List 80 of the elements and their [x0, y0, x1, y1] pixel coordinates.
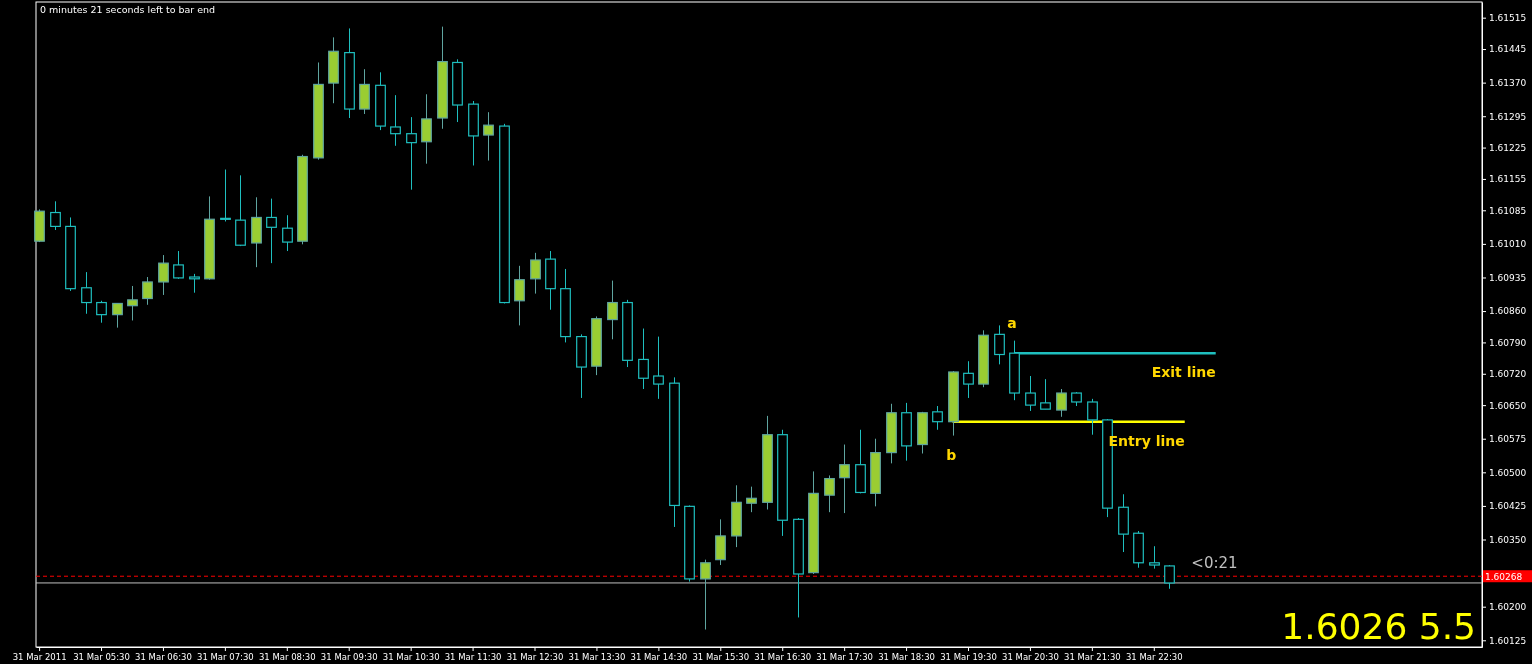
candlestick	[127, 285, 138, 321]
candlestick	[1149, 545, 1160, 570]
candlestick	[189, 273, 200, 294]
x-tick-label: 31 Mar 11:30	[444, 652, 502, 663]
annotation: a	[1007, 314, 1017, 331]
y-tick-label: 1.60575	[1489, 434, 1527, 445]
candlestick	[406, 116, 417, 191]
candlestick	[1056, 388, 1067, 418]
candlestick	[282, 214, 293, 252]
candlestick	[112, 302, 123, 329]
x-tick-label: 31 Mar 06:30	[135, 652, 192, 663]
x-tick-label: 31 Mar 09:30	[320, 652, 378, 663]
candlestick	[1040, 378, 1051, 410]
candlestick	[220, 169, 231, 222]
candlestick	[81, 271, 92, 315]
candlestick	[514, 265, 525, 326]
candlestick	[142, 276, 153, 306]
candlestick	[746, 486, 757, 513]
candlestick	[963, 360, 974, 399]
annotation: <0:21	[1191, 554, 1238, 573]
y-tick-label: 1.60860	[1489, 306, 1527, 317]
x-tick-label: 31 Mar 15:30	[692, 652, 750, 663]
y-tick-label: 1.61445	[1489, 44, 1527, 55]
y-tick-label: 1.61370	[1489, 78, 1527, 88]
x-tick-label: 31 Mar 20:30	[1002, 652, 1059, 663]
candlestick	[421, 93, 432, 165]
y-tick-label: 1.61085	[1489, 205, 1527, 216]
x-tick-label: 31 Mar 07:30	[197, 652, 254, 663]
candlestick	[932, 405, 943, 431]
candlestick	[715, 518, 726, 566]
candlestick	[824, 474, 835, 513]
annotation: 0 minutes 21 seconds left to bar end	[40, 4, 216, 15]
candlestick	[530, 252, 541, 295]
annotation: b	[946, 446, 957, 463]
x-tick-label: 31 Mar 19:30	[940, 652, 997, 663]
y-tick-label: 1.61515	[1489, 13, 1527, 24]
x-tick-label: 31 Mar 10:30	[382, 652, 440, 663]
y-tick-label: 1.61155	[1489, 174, 1527, 185]
x-tick-label: 31 Mar 17:30	[816, 652, 874, 663]
candlestick	[96, 300, 107, 324]
annotation: 1.6026 5.5	[1281, 606, 1476, 647]
y-tick-label: 1.60935	[1489, 272, 1527, 283]
x-tick-label: 31 Mar 08:30	[258, 652, 316, 663]
candlestick	[1025, 375, 1036, 412]
y-tick-label: 1.61225	[1489, 142, 1527, 153]
y-tick-label: 1.61010	[1489, 239, 1527, 250]
x-tick-label: 31 Mar 22:30	[1125, 652, 1183, 663]
candlestick	[638, 328, 649, 390]
candlestick	[390, 94, 401, 147]
x-tick-label: 31 Mar 12:30	[506, 652, 564, 663]
y-tick-label: 1.60650	[1489, 400, 1527, 411]
y-tick-label: 1.60720	[1489, 369, 1527, 380]
x-tick-label: 31 Mar 21:30	[1063, 652, 1121, 663]
candlestick	[1087, 398, 1098, 436]
candlestick	[700, 559, 711, 631]
y-tick-label: 1.60790	[1489, 337, 1527, 348]
candlestick	[994, 324, 1005, 365]
series-label: Exit line	[1151, 364, 1216, 381]
candlestick	[158, 254, 169, 296]
x-tick-label: 31 Mar 2011	[12, 652, 67, 663]
candlestick	[607, 280, 618, 340]
y-tick-label: 1.60500	[1489, 467, 1527, 478]
candlestick	[173, 250, 184, 280]
candlestick	[50, 200, 61, 231]
candlestick	[1164, 564, 1175, 590]
x-tick-label: 31 Mar 18:30	[878, 652, 935, 663]
y-tick-label: 1.60350	[1489, 534, 1527, 545]
x-tick-label: 31 Mar 13:30	[568, 652, 626, 663]
ref-line-label: 1.60268	[1485, 572, 1523, 583]
candlestick	[653, 336, 664, 400]
x-tick-label: 31 Mar 05:30	[73, 652, 130, 663]
candlestick	[839, 444, 850, 514]
candlestick	[266, 198, 277, 264]
y-tick-label: 1.60425	[1489, 501, 1527, 512]
y-tick-label: 1.60200	[1489, 602, 1527, 613]
x-tick-label: 31 Mar 14:30	[630, 652, 688, 663]
candlestick	[483, 111, 494, 162]
y-tick-label: 1.60125	[1489, 635, 1527, 646]
y-tick-label: 1.61295	[1489, 111, 1527, 122]
x-tick-label: 31 Mar 16:30	[754, 652, 812, 663]
